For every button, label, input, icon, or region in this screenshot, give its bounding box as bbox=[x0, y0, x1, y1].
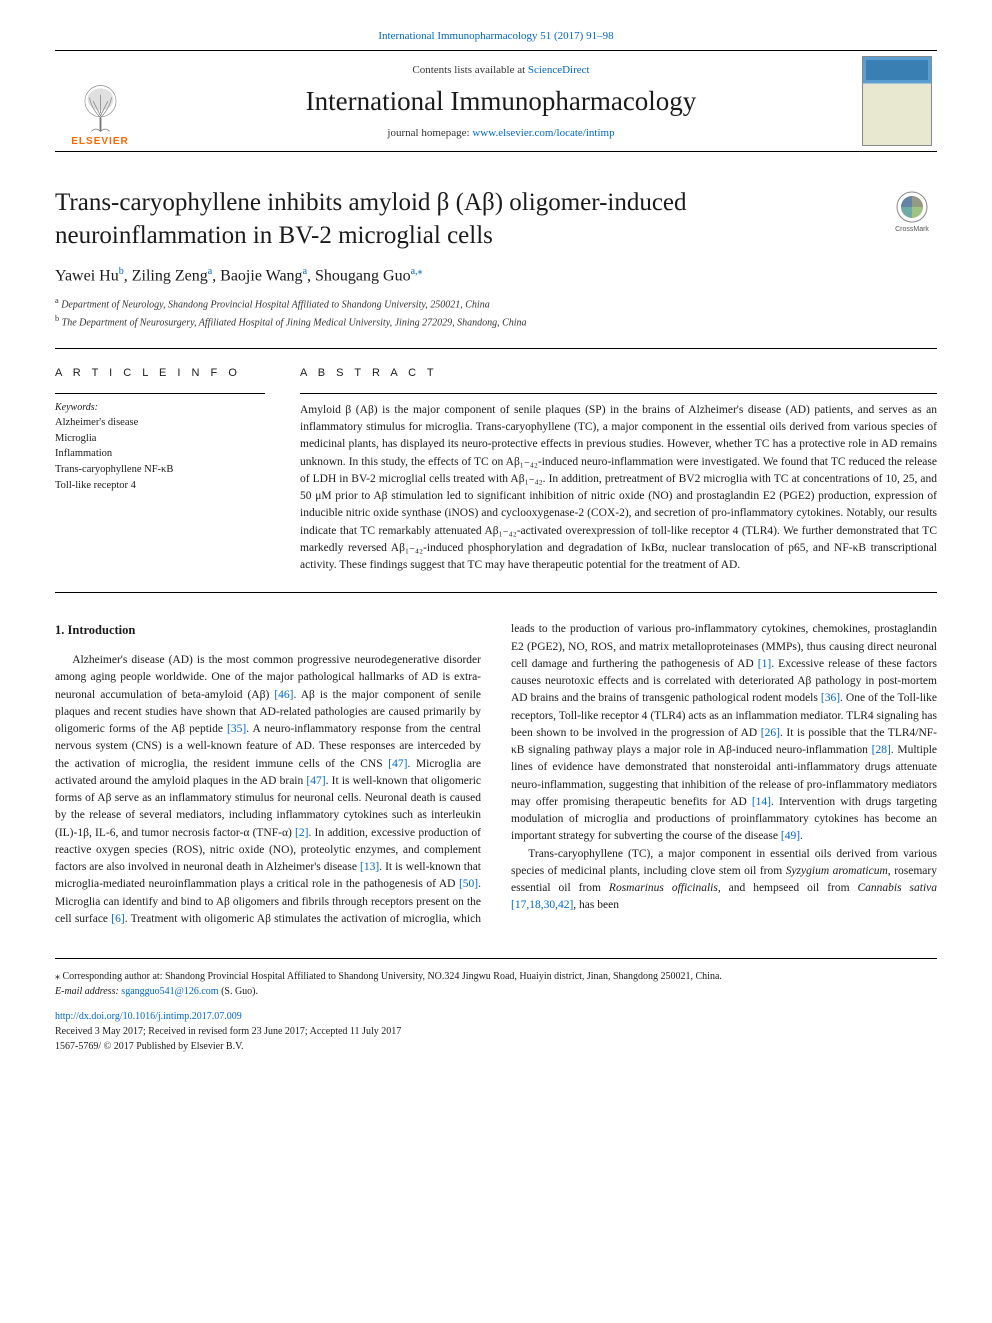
section-1-heading: 1. Introduction bbox=[55, 621, 481, 640]
ref-47a[interactable]: [47] bbox=[388, 758, 407, 770]
aff-b-text: The Department of Neurosurgery, Affiliat… bbox=[62, 317, 527, 328]
authors-line: Yawei Hub, Ziling Zenga, Baojie Wanga, S… bbox=[55, 266, 937, 285]
divider-2 bbox=[55, 592, 937, 593]
author-2: Ziling Zeng bbox=[132, 267, 208, 284]
keyword-5: Toll-like receptor 4 bbox=[55, 478, 265, 494]
svg-text:CrossMark: CrossMark bbox=[895, 226, 929, 233]
aff-b-label: b bbox=[55, 314, 59, 323]
email-link[interactable]: sgangguo541@126.com bbox=[121, 986, 218, 997]
homepage-link[interactable]: www.elsevier.com/locate/intimp bbox=[472, 127, 614, 139]
running-header: International Immunopharmacology 51 (201… bbox=[55, 30, 937, 42]
abstract-divider bbox=[300, 393, 937, 394]
ref-26[interactable]: [26] bbox=[761, 727, 780, 739]
intro-paragraph-2: Trans-caryophyllene (TC), a major compon… bbox=[511, 846, 937, 915]
elsevier-logo: ELSEVIER bbox=[55, 51, 145, 151]
journal-name: International Immunopharmacology bbox=[145, 86, 857, 117]
abstract-text: Amyloid β (Aβ) is the major component of… bbox=[300, 402, 937, 575]
elsevier-wordmark: ELSEVIER bbox=[71, 136, 128, 147]
affiliations: a Department of Neurology, Shandong Prov… bbox=[55, 295, 937, 330]
keyword-3: Inflammation bbox=[55, 446, 265, 462]
species-1: Syzygium aromaticum bbox=[786, 865, 888, 877]
email-line: E-mail address: sgangguo541@126.com (S. … bbox=[55, 984, 937, 999]
info-abstract-row: A R T I C L E I N F O Keywords: Alzheime… bbox=[55, 367, 937, 575]
corresponding-marker: ⁎ bbox=[418, 266, 423, 277]
author-3: Baojie Wang bbox=[220, 267, 302, 284]
title-section: Trans-caryophyllene inhibits amyloid β (… bbox=[55, 187, 937, 252]
contents-line: Contents lists available at ScienceDirec… bbox=[145, 64, 857, 76]
masthead: ELSEVIER Contents lists available at Sci… bbox=[55, 50, 937, 152]
ref-50[interactable]: [50] bbox=[459, 878, 478, 890]
keyword-2: Microglia bbox=[55, 431, 265, 447]
ref-multi[interactable]: [17,18,30,42] bbox=[511, 899, 573, 911]
author-4-aff: a,⁎ bbox=[411, 266, 423, 277]
ref-47b[interactable]: [47] bbox=[306, 775, 325, 787]
ref-6[interactable]: [6] bbox=[111, 913, 124, 925]
author-4: Shougang Guo bbox=[315, 267, 411, 284]
ref-49[interactable]: [49] bbox=[781, 830, 800, 842]
homepage-prefix: journal homepage: bbox=[387, 127, 472, 139]
keyword-4: Trans-caryophyllene NF-κB bbox=[55, 462, 265, 478]
homepage-line: journal homepage: www.elsevier.com/locat… bbox=[145, 127, 857, 139]
sciencedirect-link[interactable]: ScienceDirect bbox=[528, 64, 590, 76]
corresponding-note: ⁎ Corresponding author at: Shandong Prov… bbox=[55, 969, 937, 984]
ref-36[interactable]: [36] bbox=[821, 692, 840, 704]
article-info-heading: A R T I C L E I N F O bbox=[55, 367, 265, 379]
ref-46[interactable]: [46] bbox=[274, 689, 293, 701]
abstract-heading: A B S T R A C T bbox=[300, 367, 937, 379]
keywords-list: Alzheimer's disease Microglia Inflammati… bbox=[55, 415, 265, 494]
author-2-aff: a bbox=[208, 266, 212, 277]
species-3: Cannabis sativa bbox=[858, 882, 938, 894]
ref-1[interactable]: [1] bbox=[758, 658, 771, 670]
keywords-label: Keywords: bbox=[55, 402, 265, 413]
species-2: Rosmarinus officinalis bbox=[609, 882, 718, 894]
keyword-1: Alzheimer's disease bbox=[55, 415, 265, 431]
citation-link[interactable]: International Immunopharmacology 51 (201… bbox=[378, 30, 613, 42]
footer: ⁎ Corresponding author at: Shandong Prov… bbox=[55, 958, 937, 1054]
received-line: Received 3 May 2017; Received in revised… bbox=[55, 1024, 937, 1039]
doi-link[interactable]: http://dx.doi.org/10.1016/j.intimp.2017.… bbox=[55, 1011, 242, 1022]
author-1-aff: b bbox=[119, 266, 124, 277]
elsevier-tree-icon bbox=[73, 81, 128, 136]
ref-13[interactable]: [13] bbox=[360, 861, 379, 873]
ref-35[interactable]: [35] bbox=[227, 723, 246, 735]
body-columns: 1. Introduction Alzheimer's disease (AD)… bbox=[55, 621, 937, 928]
aff-a-label: a bbox=[55, 296, 59, 305]
contents-prefix: Contents lists available at bbox=[412, 64, 527, 76]
ref-2[interactable]: [2] bbox=[295, 827, 308, 839]
issn-line: 1567-5769/ © 2017 Published by Elsevier … bbox=[55, 1039, 937, 1054]
author-1: Yawei Hu bbox=[55, 267, 119, 284]
abstract: A B S T R A C T Amyloid β (Aβ) is the ma… bbox=[300, 367, 937, 575]
body-section: 1. Introduction Alzheimer's disease (AD)… bbox=[55, 621, 937, 928]
author-3-aff: a bbox=[303, 266, 307, 277]
info-divider bbox=[55, 393, 265, 394]
article-info: A R T I C L E I N F O Keywords: Alzheime… bbox=[55, 367, 265, 575]
aff-a-text: Department of Neurology, Shandong Provin… bbox=[61, 300, 490, 311]
article-title: Trans-caryophyllene inhibits amyloid β (… bbox=[55, 187, 867, 252]
journal-cover-thumbnail bbox=[862, 56, 932, 146]
divider bbox=[55, 348, 937, 349]
masthead-center: Contents lists available at ScienceDirec… bbox=[145, 56, 857, 147]
ref-28[interactable]: [28] bbox=[872, 744, 891, 756]
ref-14[interactable]: [14] bbox=[752, 796, 771, 808]
crossmark-icon[interactable]: CrossMark bbox=[887, 187, 937, 237]
